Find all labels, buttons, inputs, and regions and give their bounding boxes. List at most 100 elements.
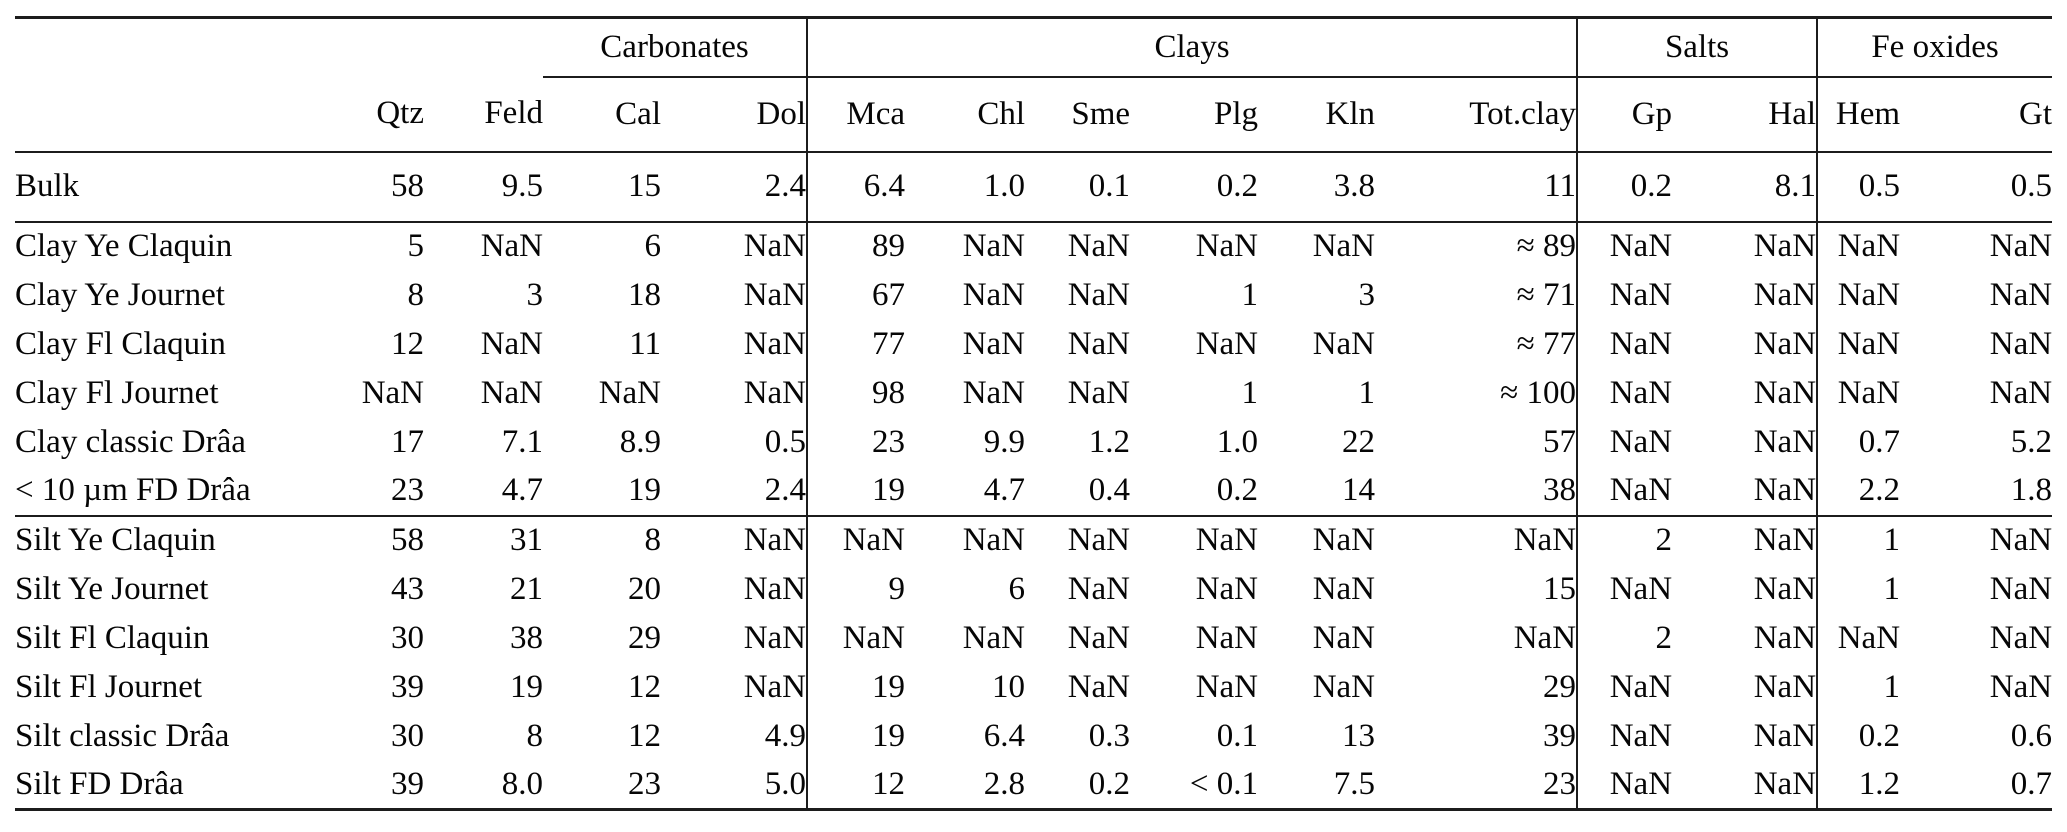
cell-hal: NaN [1672, 319, 1819, 369]
cell-sme: NaN [1067, 325, 1131, 362]
cell-totclay: ≈ 77 [1375, 319, 1579, 369]
cell-chl: 4.7 [983, 472, 1026, 508]
cell-cal: 8 [644, 522, 662, 558]
section-bulk: Bulk 58 9.5 15 2.4 6.4 1.0 0.1 0.2 3.8 11 0.2 8.1 0.5… [15, 151, 2053, 222]
cell-totclay: 15 [1375, 564, 1579, 614]
cell-mca: 9 [888, 570, 906, 607]
cell-mca: 98 [872, 374, 906, 411]
cell-feld: 8.0 [501, 765, 543, 802]
cell-totclay: 57 [1375, 417, 1579, 467]
table-row: Clay Ye Journet 8 3 18 NaN 67 NaN NaN 1 3 ≈ 71 NaN N… [15, 270, 2052, 320]
section-clay-fraction: Clay Ye Claquin 5 NaN 6 NaN 89 NaN NaN NaN NaN ≈ 8… [15, 221, 2053, 516]
cell-totclay: 38 [1375, 466, 1579, 516]
table-row: Silt FD Drâa 39 8.0 23 5.0 12 2.8 0.2 < 0.1 7.5 23… [15, 760, 2052, 810]
cell-plg: NaN [1195, 228, 1259, 264]
cell-dol: 2.4 [661, 466, 809, 516]
cell-cal: 23 [628, 765, 661, 802]
cell-feld: 8 [526, 717, 544, 754]
cell-plg: 0.1 [1216, 717, 1259, 754]
cell-hal: 8.1 [1672, 151, 1819, 222]
section-silt-fraction: Silt Ye Claquin 58 31 8 NaN NaN NaN NaN NaN NaN Na… [15, 515, 2053, 810]
cell-totclay: NaN [1375, 613, 1579, 663]
cell-sme: 1.2 [1088, 423, 1131, 460]
table-row: Silt Ye Journet 43 21 20 NaN 9 6 NaN NaN NaN 15 NaN… [15, 564, 2053, 614]
cell-plg: NaN [1195, 522, 1259, 558]
cell-feld: 21 [510, 570, 543, 607]
cell-feld: NaN [480, 374, 543, 411]
cell-mca: 19 [872, 472, 906, 508]
column-header-row: Qtz Feld Cal Dol Mca Chl Sme Plg Kln Tot… [15, 76, 2053, 153]
cell-plg: < 0.1 [1189, 765, 1259, 802]
cell-plg: 0.2 [1216, 168, 1259, 204]
cell-mca: 89 [872, 228, 906, 264]
row-label: Silt FD Drâa [15, 765, 184, 802]
cell-dol: NaN [661, 662, 809, 712]
cell-cal: 8.9 [619, 423, 661, 460]
cell-kln: NaN [1312, 570, 1376, 607]
cell-dol: NaN [661, 613, 809, 663]
col-hem: Hem [1817, 76, 1901, 153]
cell-sme: NaN [1067, 374, 1131, 411]
cell-qtz: 30 [391, 619, 424, 656]
cell-plg: 1.0 [1216, 423, 1259, 460]
cell-chl: NaN [962, 276, 1026, 313]
cell-feld: NaN [480, 228, 543, 264]
mineralogy-table: Carbonates Clays Salts Fe oxides Qtz Fel… [15, 16, 2053, 811]
cell-gp: NaN [1609, 325, 1673, 362]
cell-qtz: 43 [391, 570, 424, 607]
cell-dol: NaN [661, 270, 809, 320]
cell-gp: NaN [1609, 717, 1673, 754]
row-label: < 10 µm FD Drâa [15, 472, 251, 508]
cell-gp: 2 [1655, 619, 1673, 656]
cell-gp: NaN [1609, 472, 1673, 508]
cell-cal: 11 [629, 325, 661, 362]
cell-gp: NaN [1609, 570, 1673, 607]
cell-hal: NaN [1672, 368, 1819, 418]
cell-kln: NaN [1312, 228, 1376, 264]
column-header-spacer [15, 76, 345, 153]
cell-hal: NaN [1672, 466, 1819, 516]
row-label: Silt classic Drâa [15, 717, 230, 754]
cell-feld: 19 [510, 668, 543, 705]
cell-kln: NaN [1312, 325, 1376, 362]
col-cal: Cal [543, 76, 661, 153]
cell-cal: NaN [598, 374, 661, 411]
col-hal: Hal [1672, 76, 1819, 153]
cell-hal: NaN [1672, 613, 1819, 663]
cell-hal: NaN [1672, 711, 1819, 761]
cell-qtz: 5 [407, 228, 425, 264]
cell-totclay: ≈ 100 [1375, 368, 1579, 418]
cell-totclay: 39 [1375, 711, 1579, 761]
cell-cal: 18 [628, 276, 661, 313]
cell-gp: NaN [1609, 276, 1673, 313]
cell-mca: 19 [872, 668, 906, 705]
cell-feld: NaN [480, 325, 543, 362]
cell-gp: NaN [1609, 374, 1673, 411]
cell-chl: 6.4 [983, 717, 1026, 754]
cell-gp: NaN [1609, 668, 1673, 705]
cell-hem: NaN [1837, 619, 1901, 656]
cell-sme: NaN [1067, 570, 1131, 607]
cell-dol: NaN [661, 368, 809, 418]
table-row: Clay Fl Journet NaN NaN NaN NaN 98 NaN NaN 1 1 ≈ 1… [15, 368, 2052, 418]
row-label: Silt Fl Claquin [15, 619, 210, 656]
cell-kln: NaN [1312, 668, 1376, 705]
cell-cal: 12 [628, 717, 661, 754]
row-label: Bulk [15, 168, 80, 204]
table-row: Clay Ye Claquin 5 NaN 6 NaN 89 NaN NaN NaN NaN ≈ 8… [15, 221, 2052, 271]
col-qtz: Qtz [345, 76, 424, 153]
cell-mca: 23 [872, 423, 906, 460]
cell-mca: 77 [872, 325, 906, 362]
cell-hem: 0.5 [1858, 168, 1901, 204]
cell-dol: 2.4 [661, 151, 809, 222]
cell-gp: NaN [1609, 765, 1673, 802]
cell-sme: NaN [1067, 522, 1131, 558]
cell-gt: NaN [1989, 570, 2053, 607]
cell-totclay: 23 [1375, 760, 1579, 810]
cell-chl: NaN [962, 619, 1026, 656]
cell-hem: 0.7 [1858, 423, 1901, 460]
cell-feld: 3 [526, 276, 544, 313]
cell-qtz: 39 [391, 668, 424, 705]
cell-chl: 6 [1008, 570, 1026, 607]
cell-gp: 2 [1655, 522, 1673, 558]
